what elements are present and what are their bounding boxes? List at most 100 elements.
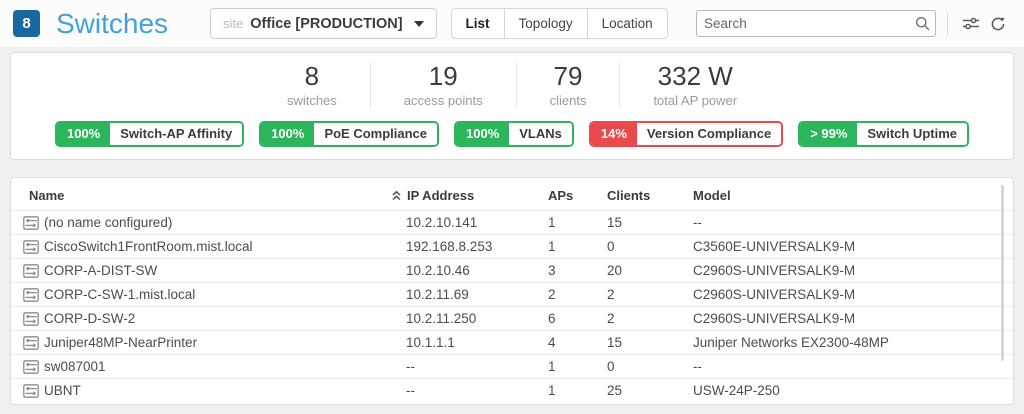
badge-percent: 14% [590,122,637,145]
stat-label: access points [403,92,483,108]
search-input[interactable] [696,10,936,37]
switch-icon [23,263,39,278]
stat-label: clients [549,92,587,108]
stat-access-points: 19 access points [371,61,516,108]
switch-ip: 10.2.10.46 [391,258,548,283]
column-header-model[interactable]: Model [693,188,731,203]
tab-topology[interactable]: Topology [503,8,588,39]
site-selector-value: Office [PRODUCTION] [250,15,403,32]
site-selector-label: site [223,16,244,31]
switch-ip: 10.2.10.141 [391,210,548,235]
filter-sliders-icon[interactable] [957,12,985,35]
search-box [696,10,936,37]
switch-name: sw087001 [44,359,106,374]
switch-icon [23,239,39,254]
tab-location[interactable]: Location [586,8,668,39]
switch-model: USW-24P-250 [693,378,1013,403]
badge-label: VLANs [509,122,572,145]
switch-clients: 2 [607,306,693,331]
table-row[interactable]: CORP-C-SW-1.mist.local 10.2.11.69 2 2 C2… [11,282,1013,307]
table-row[interactable]: sw087001 -- 1 0 -- [11,354,1013,379]
table-row[interactable]: UBNT -- 1 25 USW-24P-250 [11,378,1013,403]
switch-clients: 2 [607,282,693,307]
chevron-down-icon [413,20,424,27]
badges-row: 100% Switch-AP Affinity 100% PoE Complia… [11,120,1013,147]
stat-value: 8 [304,61,320,91]
switch-icon [23,287,39,302]
stats-row: 8 switches 19 access points 79 clients 3… [11,61,1013,108]
stat-clients: 79 clients [517,61,620,108]
switch-clients: 25 [607,378,693,403]
switch-model: Juniper Networks EX2300-48MP [693,330,1013,355]
switch-clients: 0 [607,234,693,259]
switch-ip: -- [391,354,548,379]
compliance-badge[interactable]: 100% Switch-AP Affinity [54,120,245,147]
switch-aps: 1 [548,378,607,403]
badge-percent: 100% [261,122,315,145]
switch-aps: 1 [548,210,607,235]
table-scrollbar[interactable] [1001,185,1004,361]
stat-value: 79 [553,61,583,91]
switch-name: Juniper48MP-NearPrinter [44,335,198,350]
switch-clients: 20 [607,258,693,283]
column-header-clients[interactable]: Clients [607,188,651,203]
switch-ip: 10.2.11.69 [391,282,548,307]
column-header-aps[interactable]: APs [548,188,574,203]
badge-percent: > 99% [800,122,858,145]
stat-value: 19 [428,61,458,91]
switch-model: C2960S-UNIVERSALK9-M [693,258,1013,283]
summary-panel: 8 switches 19 access points 79 clients 3… [10,52,1014,160]
compliance-badge[interactable]: > 99% Switch Uptime [798,120,969,147]
switch-name: CORP-C-SW-1.mist.local [44,287,196,302]
stat-label: total AP power [653,92,738,108]
site-selector[interactable]: site Office [PRODUCTION] [210,8,437,39]
switch-aps: 1 [548,354,607,379]
table-row[interactable]: CORP-A-DIST-SW 10.2.10.46 3 20 C2960S-UN… [11,258,1013,283]
switch-clients: 15 [607,330,693,355]
column-header-ip-label: IP Address [407,188,475,203]
stat-divider [369,62,371,107]
switch-clients: 15 [607,210,693,235]
switch-clients: 0 [607,354,693,379]
switch-table-body: (no name configured) 10.2.10.141 1 15 --… [11,210,1013,403]
column-header-name[interactable]: Name [29,188,65,203]
badge-percent: 100% [456,122,510,145]
compliance-badge[interactable]: 100% VLANs [454,120,574,147]
stat-divider [515,62,517,107]
switch-icon [23,335,39,350]
stat-value: 332 W [657,61,733,91]
badge-label: Switch Uptime [857,122,967,145]
compliance-badge[interactable]: 100% PoE Compliance [259,120,440,147]
top-bar: 8 Switches site Office [PRODUCTION] List… [0,0,1024,47]
badge-label: Version Compliance [636,122,782,145]
stat-total-ap-power: 332 W total AP power [620,61,770,108]
switch-aps: 2 [548,282,607,307]
switch-model: -- [693,210,1013,235]
compliance-badge[interactable]: 14% Version Compliance [588,120,784,147]
switch-aps: 4 [548,330,607,355]
badge-percent: 100% [56,122,111,145]
table-header-row: Name IP Address APs Clients Model [11,180,1013,211]
switch-table: Name IP Address APs Clients Model [11,180,1013,403]
switch-name: CORP-D-SW-2 [44,311,136,326]
stat-label: switches [286,92,337,108]
switch-count-badge: 8 [13,10,40,37]
search-icon [915,16,930,31]
table-row[interactable]: CiscoSwitch1FrontRoom.mist.local 192.168… [11,234,1013,259]
switch-name: CORP-A-DIST-SW [44,263,158,278]
switch-icon [23,215,39,230]
tab-list[interactable]: List [450,8,505,39]
switch-ip: 192.168.8.253 [391,234,548,259]
switch-model: C2960S-UNIVERSALK9-M [693,282,1013,307]
switch-ip: 10.2.11.250 [391,306,548,331]
table-row[interactable]: CORP-D-SW-2 10.2.11.250 6 2 C2960S-UNIVE… [11,306,1013,331]
table-row[interactable]: (no name configured) 10.2.10.141 1 15 -- [11,210,1013,235]
switch-aps: 6 [548,306,607,331]
badge-label: Switch-AP Affinity [110,122,243,145]
switch-ip: 10.1.1.1 [391,330,548,355]
table-row[interactable]: Juniper48MP-NearPrinter 10.1.1.1 4 15 Ju… [11,330,1013,355]
sort-ascending-icon [391,190,402,201]
view-tab-group: List Topology Location [450,8,668,39]
column-header-ip[interactable]: IP Address [391,180,548,211]
refresh-icon[interactable] [985,12,1011,36]
